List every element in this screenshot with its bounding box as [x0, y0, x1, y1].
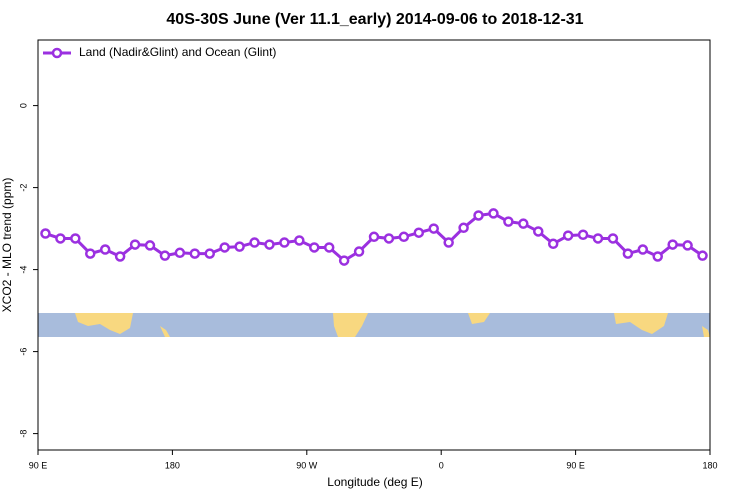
data-point — [473, 210, 484, 221]
data-point — [294, 235, 305, 246]
data-point — [592, 233, 604, 244]
data-point — [99, 244, 111, 255]
y-axis-label: XCO2 - MLO trend (ppm) — [0, 178, 14, 313]
data-point — [428, 223, 439, 234]
data-point — [503, 216, 514, 227]
data-point — [323, 242, 335, 253]
data-point — [204, 248, 215, 259]
chart-title: 40S-30S June (Ver 11.1_early) 2014-09-06… — [166, 11, 583, 28]
data-point — [309, 242, 320, 253]
data-point — [413, 227, 425, 238]
data-point — [159, 250, 171, 261]
data-point — [264, 239, 275, 250]
data-point — [682, 240, 693, 251]
data-point — [174, 247, 186, 259]
data-point — [518, 218, 529, 229]
legend-label: Land (Nadir&Glint) and Ocean (Glint) — [79, 45, 276, 59]
data-point — [667, 239, 678, 250]
x-tick-label: 90 E — [566, 460, 585, 470]
data-point — [144, 240, 156, 251]
data-point — [353, 246, 365, 257]
map-strip — [38, 313, 710, 337]
data-point — [70, 233, 81, 244]
data-point — [547, 238, 559, 250]
data-point — [652, 251, 663, 262]
data-point — [189, 248, 201, 259]
y-tick-label: -8 — [18, 430, 28, 438]
data-point — [637, 244, 649, 255]
legend-marker — [51, 47, 63, 59]
x-tick-label: 0 — [439, 460, 444, 470]
data-point — [279, 237, 290, 248]
y-tick-label: -6 — [18, 348, 28, 356]
data-point — [443, 237, 454, 248]
data-point — [622, 248, 634, 259]
data-point — [533, 226, 544, 237]
data-point — [40, 228, 51, 239]
data-point — [398, 231, 410, 243]
y-tick-label: -4 — [18, 266, 28, 274]
data-point — [219, 242, 230, 253]
plot-frame — [37, 39, 711, 451]
x-tick-label: 180 — [702, 460, 717, 470]
data-point — [368, 231, 380, 243]
y-tick-label: 0 — [18, 103, 28, 108]
data-point — [383, 233, 395, 244]
data-point — [488, 208, 499, 219]
x-axis-label: Longitude (deg E) — [327, 475, 422, 489]
data-point — [697, 250, 708, 261]
data-point — [55, 233, 66, 244]
data-point — [85, 248, 96, 259]
data-point — [338, 255, 350, 266]
data-point — [234, 241, 245, 252]
data-point — [607, 233, 619, 244]
x-tick-label: 180 — [165, 460, 180, 470]
data-point — [249, 237, 260, 248]
data-point — [577, 229, 589, 240]
data-point — [129, 239, 141, 250]
y-tick-label: -2 — [18, 184, 28, 192]
data-point — [562, 230, 574, 241]
data-point — [458, 222, 469, 234]
x-tick-label: 90 E — [29, 460, 48, 470]
x-tick-label: 90 W — [296, 460, 318, 470]
data-point — [114, 251, 126, 262]
